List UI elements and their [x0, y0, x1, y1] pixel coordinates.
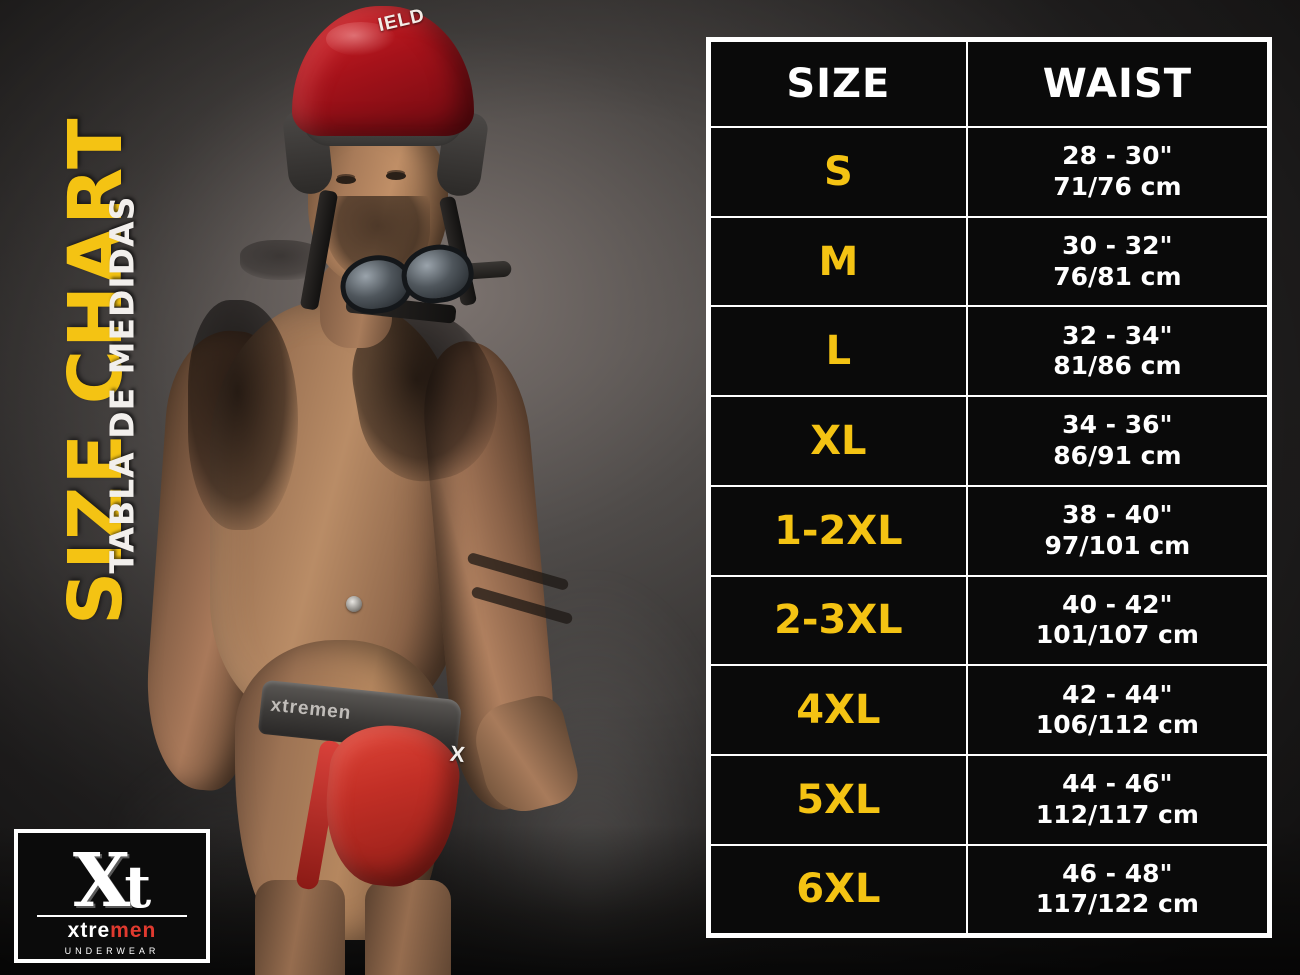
cell-waist: 40 - 42" 101/107 cm: [965, 574, 1267, 667]
cell-waist-inches: 38 - 40": [1062, 500, 1173, 530]
cell-waist-inches: 46 - 48": [1062, 858, 1173, 888]
cell-waist: 42 - 44" 106/112 cm: [965, 664, 1267, 756]
cell-waist: 30 - 32" 76/81 cm: [965, 215, 1267, 308]
cell-waist-cm: 112/117 cm: [1035, 799, 1199, 829]
model-left-leg: [255, 880, 345, 975]
brand-wordmark-part1: xtre: [67, 918, 111, 942]
cell-waist-inches: 40 - 42": [1062, 589, 1173, 619]
brand-logo-inner: X t xtremen UNDERWEAR: [18, 833, 206, 959]
cell-waist: 28 - 30" 71/76 cm: [965, 126, 1267, 218]
cell-waist-cm: 81/86 cm: [1053, 351, 1182, 381]
cell-size: L: [711, 305, 968, 398]
waistband-brand-text: xtremen: [269, 694, 353, 725]
cell-waist-cm: 97/101 cm: [1044, 530, 1191, 560]
cell-size: XL: [711, 395, 968, 487]
cell-waist: 34 - 36" 86/91 cm: [965, 395, 1267, 487]
poster-titles: SIZE CHART TABLA DE MEDIDAS: [0, 0, 165, 760]
cell-size: S: [711, 126, 968, 218]
cell-waist-inches: 44 - 46": [1062, 769, 1173, 799]
cell-waist-cm: 106/112 cm: [1035, 710, 1199, 740]
cell-size: M: [711, 215, 968, 308]
size-chart-body: S 28 - 30" 71/76 cm M 30 - 32" 76/81 cm: [711, 126, 1267, 933]
brand-monogram: X t: [37, 837, 187, 924]
size-chart-table-inner: SIZE WAIST S 28 - 30" 71/76 cm M: [711, 42, 1267, 933]
cell-waist: 46 - 48" 117/122 cm: [965, 843, 1267, 933]
monogram-x: X: [72, 837, 131, 924]
table-row: M 30 - 32" 76/81 cm: [711, 215, 1267, 308]
cell-size: 4XL: [711, 664, 968, 756]
cell-size: 1-2XL: [711, 484, 968, 577]
cell-size: 6XL: [711, 843, 968, 933]
cell-waist: 44 - 46" 112/117 cm: [965, 753, 1267, 846]
cell-size: 5XL: [711, 753, 968, 846]
model-photo: xtremen X IELD: [140, 0, 670, 975]
table-row: 5XL 44 - 46" 112/117 cm: [711, 753, 1267, 846]
size-chart-table-frame: SIZE WAIST S 28 - 30" 71/76 cm M: [706, 37, 1272, 938]
pouch-x-badge: X: [448, 740, 467, 768]
model-right-leg: [365, 880, 451, 975]
cell-waist-cm: 101/107 cm: [1035, 620, 1199, 650]
cell-waist-inches: 42 - 44": [1062, 679, 1173, 709]
cell-waist-inches: 32 - 34": [1062, 320, 1173, 350]
cell-waist: 32 - 34" 81/86 cm: [965, 305, 1267, 398]
brand-wordmark-part2: men: [110, 918, 157, 942]
table-row: 1-2XL 38 - 40" 97/101 cm: [711, 484, 1267, 577]
table-row: 2-3XL 40 - 42" 101/107 cm: [711, 574, 1267, 667]
cell-waist-cm: 76/81 cm: [1053, 261, 1182, 291]
column-header-size: SIZE: [711, 42, 968, 128]
logo-divider: [37, 914, 187, 917]
helmet-highlight: [326, 22, 396, 56]
brand-wordmark: xtremen: [68, 919, 157, 943]
cell-waist-inches: 28 - 30": [1062, 141, 1173, 171]
navel-piercing: [346, 596, 362, 612]
table-header-row: SIZE WAIST: [711, 42, 1267, 128]
cell-waist-inches: 34 - 36": [1062, 410, 1173, 440]
model-eye-left: [336, 176, 356, 184]
cell-waist: 38 - 40" 97/101 cm: [965, 484, 1267, 577]
cell-waist-cm: 71/76 cm: [1053, 171, 1182, 201]
monogram-t: t: [124, 853, 152, 922]
cell-waist-cm: 86/91 cm: [1053, 440, 1182, 470]
table-row: XL 34 - 36" 86/91 cm: [711, 395, 1267, 487]
table-row: L 32 - 34" 81/86 cm: [711, 305, 1267, 398]
brand-logo: X t xtremen UNDERWEAR: [14, 829, 210, 963]
goggle-lens-right: [397, 240, 478, 308]
page-subtitle: TABLA DE MEDIDAS: [102, 195, 142, 574]
table-row: 6XL 46 - 48" 117/122 cm: [711, 843, 1267, 933]
cell-waist-inches: 30 - 32": [1062, 231, 1173, 261]
size-chart-table: SIZE WAIST S 28 - 30" 71/76 cm M: [711, 42, 1267, 933]
cell-size: 2-3XL: [711, 574, 968, 667]
cell-waist-cm: 117/122 cm: [1035, 889, 1199, 919]
model-eye-right: [386, 172, 406, 180]
table-row: 4XL 42 - 44" 106/112 cm: [711, 664, 1267, 756]
brand-tagline: UNDERWEAR: [64, 945, 160, 956]
arm-tattoo: [188, 300, 298, 530]
column-header-waist: WAIST: [965, 42, 1267, 128]
table-row: S 28 - 30" 71/76 cm: [711, 126, 1267, 218]
